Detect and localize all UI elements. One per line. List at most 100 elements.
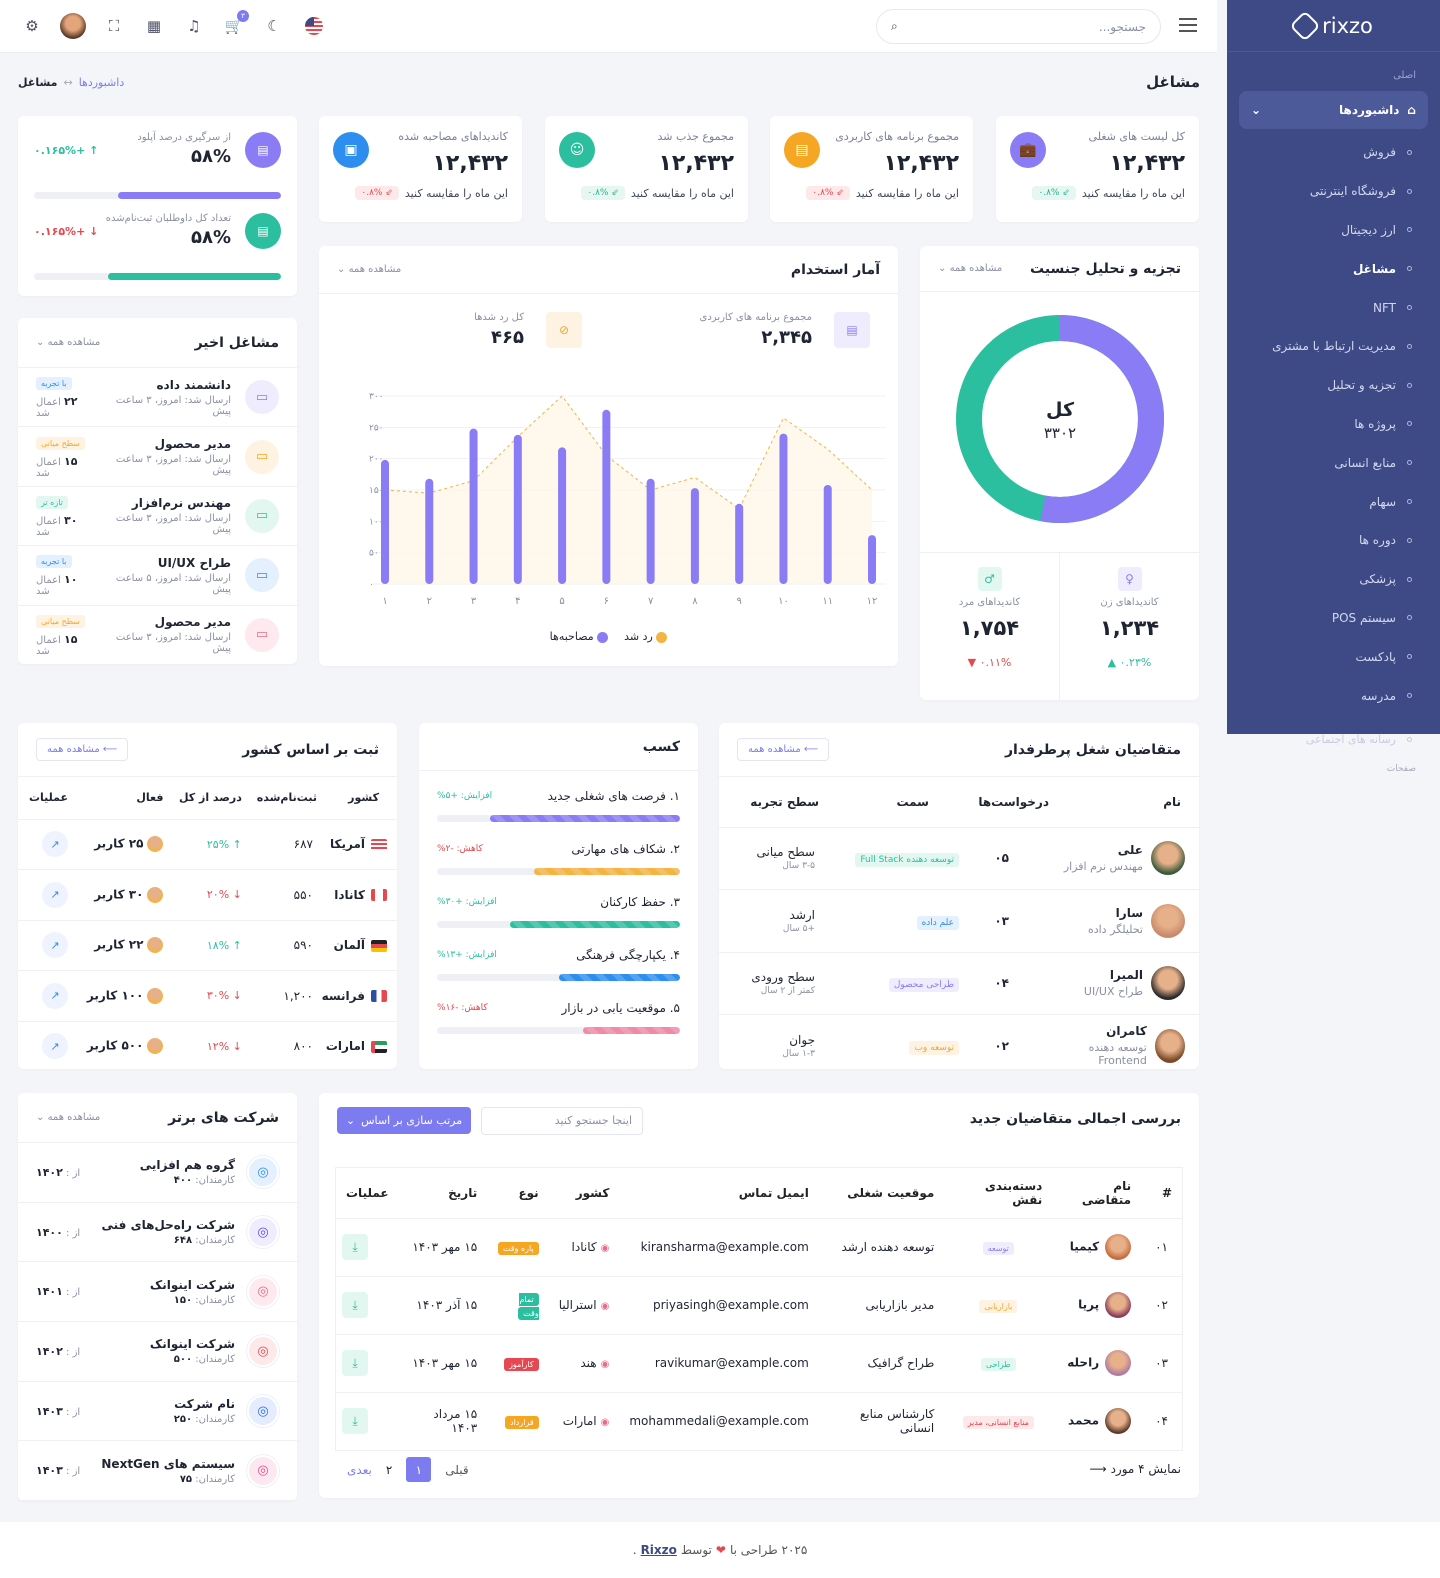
sidebar-item[interactable]: پروژه ها bbox=[1227, 405, 1440, 444]
table-row[interactable]: ۰۲ پریا بازاریابی مدیر بازاریابی priyasi… bbox=[336, 1275, 1182, 1334]
list-item[interactable]: ◎ شرکت راه‌حل‌های فنی کارمندان: ۶۴۸ از :… bbox=[18, 1203, 297, 1263]
sidebar-item[interactable]: فروش bbox=[1227, 133, 1440, 172]
cart-icon[interactable]: 🛒 ۳ bbox=[222, 10, 249, 38]
page-1-button[interactable]: ۱ bbox=[406, 1457, 432, 1482]
sidebar-item[interactable]: پزشکی bbox=[1227, 560, 1440, 599]
male-label: کاندیداهای مرد bbox=[958, 597, 1021, 608]
sidebar-item[interactable]: دوره ها bbox=[1227, 521, 1440, 560]
moon-icon[interactable]: ☾ bbox=[267, 17, 281, 35]
candidate-role: مهندس نرم افزار bbox=[1063, 860, 1143, 874]
list-item[interactable]: دانشمند داده ارسال شد: امروز، ۳ ساعت پیش… bbox=[18, 368, 297, 428]
sidebar-item[interactable]: NFT bbox=[1227, 288, 1440, 327]
list-item[interactable]: ◎ سیستم های NextGen کارمندان: ۷۵ از : ۱۴… bbox=[18, 1441, 297, 1502]
download-icon[interactable]: ⤓ bbox=[342, 1292, 368, 1318]
sidebar-item[interactable]: مدیریت ارتباط با مشتری bbox=[1227, 327, 1440, 366]
external-link-icon[interactable]: ↗ bbox=[42, 982, 68, 1009]
table-row[interactable]: ۰۱ کیمیا توسعه توسعه دهنده ارشد kiransha… bbox=[336, 1217, 1182, 1276]
download-icon[interactable]: ⤓ bbox=[342, 1350, 368, 1376]
row-number: ۰۲ bbox=[1141, 1275, 1182, 1334]
column-header: کشور bbox=[575, 1185, 610, 1200]
list-item[interactable]: مدیر محصول ارسال شد: امروز، ۳ ساعت پیش ▭… bbox=[18, 606, 297, 665]
avatar[interactable] bbox=[60, 13, 86, 39]
download-icon[interactable]: ⤓ bbox=[342, 1234, 368, 1260]
sidebar-item[interactable]: سهام bbox=[1227, 482, 1440, 521]
avatar bbox=[147, 1038, 164, 1055]
prev-page-button[interactable]: قبلی bbox=[445, 1462, 469, 1477]
sidebar-item[interactable]: پادکست bbox=[1227, 637, 1440, 676]
sort-button[interactable]: مرتب سازی بر اساس ⌄ bbox=[337, 1107, 471, 1134]
download-icon[interactable]: ⤓ bbox=[342, 1408, 368, 1435]
see-all-link[interactable]: مشاهده همه ⌄ bbox=[938, 263, 1003, 274]
employment-type-badge: کارآموز bbox=[504, 1358, 539, 1371]
external-link-icon[interactable]: ↗ bbox=[42, 932, 68, 959]
fullscreen-icon[interactable]: ⛶ bbox=[108, 17, 120, 35]
male-delta: ۰.۱۱% ▼ bbox=[967, 656, 1012, 669]
sidebar-item-dashboards[interactable]: ⌂ داشبوردها ⌄ bbox=[1239, 91, 1428, 129]
flag-us-icon[interactable] bbox=[302, 14, 326, 38]
table-row[interactable]: آمریکا ۶۸۷ ↑ ۲۵% ۲۵ کاربر ↗ bbox=[18, 819, 397, 870]
menu-toggle-icon[interactable] bbox=[1179, 18, 1197, 32]
bell-icon[interactable]: ♫ bbox=[187, 17, 201, 35]
sidebar-item[interactable]: مدرسه bbox=[1227, 676, 1440, 715]
see-all-button[interactable]: ⟵ مشاهده همه bbox=[737, 738, 830, 761]
next-page-button[interactable]: بعدی bbox=[347, 1462, 372, 1477]
x-tick-label: ۱۱ bbox=[822, 596, 833, 607]
table-row[interactable]: امارات ۸۰۰ ↓ ۱۲% ۵۰۰ کاربر ↗ bbox=[18, 1021, 397, 1069]
page-2-button[interactable]: ۲ bbox=[385, 1462, 393, 1477]
table-row[interactable]: کانادا ۵۵۰ ↓ ۲۰% ۳۰ کاربر ↗ bbox=[18, 870, 397, 920]
breadcrumb-link[interactable]: داشبوردها bbox=[78, 76, 125, 89]
contact-email[interactable]: ravikumar@example.com bbox=[619, 1333, 819, 1392]
contact-email[interactable]: mohammedali@example.com bbox=[619, 1391, 819, 1450]
external-link-icon[interactable]: ↗ bbox=[42, 1033, 68, 1060]
list-item[interactable]: ◎ نام شرکت کارمندان: ۲۵۰ از : ۱۴۰۳ bbox=[18, 1382, 297, 1442]
table-row[interactable]: ۰۴ محمد منابع انسانی، مدیر کارشناس منابع… bbox=[336, 1391, 1182, 1450]
list-item[interactable]: مهندس نرم‌افزار ارسال شد: امروز، ۳ ساعت … bbox=[18, 487, 297, 547]
stat-card: کل لیست های شغلی ۱۲,۴۳۲ این ماه را مقایس… bbox=[996, 116, 1199, 222]
search-input[interactable]: جستجو... bbox=[1098, 19, 1146, 34]
progress-bar bbox=[437, 921, 680, 928]
brand-logo[interactable]: rixzo bbox=[1227, 0, 1440, 52]
table-row[interactable]: سارا تحلیلگر داده ۰۳ علم داده ارشد +۵ سال bbox=[719, 890, 1199, 952]
breadcrumb: داشبوردها ↔ مشاغل bbox=[18, 76, 124, 89]
job-position: طراح گرافیک bbox=[818, 1333, 945, 1392]
sidebar-item[interactable]: فروشگاه اینترنتی bbox=[1227, 172, 1440, 211]
y-tick-label: ۳۰۰ bbox=[369, 392, 384, 402]
x-tick-label: ۶ bbox=[604, 596, 609, 607]
list-item[interactable]: ◎ شرکت اینوانک کارمندان: ۵۰۰ از : ۱۴۰۲ bbox=[18, 1322, 297, 1382]
sidebar-item[interactable]: ارز دیجیتال bbox=[1227, 211, 1440, 250]
flag-ae-icon bbox=[371, 1040, 387, 1053]
table-row[interactable]: علی مهندس نرم افزار ۰۵ توسعه دهنده Full S… bbox=[719, 827, 1199, 890]
see-all-button[interactable]: ⟵ مشاهده همه bbox=[36, 738, 129, 761]
delta-text: ۰.۲۳% bbox=[1119, 656, 1152, 669]
list-item[interactable]: مدیر محصول ارسال شد: امروز، ۳ ساعت پیش ▭… bbox=[18, 427, 297, 487]
table-row[interactable]: المیرا طراح UI/UX ۰۴ طراحی محصول سطح ورود… bbox=[719, 952, 1199, 1015]
apps-grid-icon[interactable]: ▦ bbox=[146, 17, 162, 35]
see-all-link[interactable]: مشاهده همه ⌄ bbox=[36, 1112, 101, 1123]
external-link-icon[interactable]: ↗ bbox=[42, 881, 68, 908]
list-item[interactable]: ◎ گروه هم افزایی کارمندان: ۴۰۰ از : ۱۴۰۲ bbox=[18, 1143, 297, 1203]
female-delta: ۰.۲۳% ▲ bbox=[1107, 656, 1152, 669]
table-search-input[interactable]: اینجا جستجو کنید bbox=[481, 1107, 643, 1135]
table-row[interactable]: فرانسه ۱,۲۰۰ ↓ ۳۰% ۱۰۰ کاربر ↗ bbox=[18, 971, 397, 1021]
table-row[interactable]: کامران توسعه دهنده Frontend ۰۲ توسعه وب ج… bbox=[719, 1015, 1199, 1070]
list-item[interactable]: طراح UI/UX ارسال شد: امروز، ۵ ساعت پیش ▭… bbox=[18, 546, 297, 606]
sidebar-item-social[interactable]: رسانه های اجتماعی bbox=[1227, 728, 1440, 750]
see-all-link[interactable]: مشاهده همه ⌄ bbox=[36, 337, 101, 348]
table-row[interactable]: آلمان ۵۹۰ ↑ ۱۸% ۲۲ کاربر ↗ bbox=[18, 920, 397, 971]
list-item[interactable]: ◎ شرکت اینوانک کارمندان: ۱۵۰ از : ۱۴۰۱ bbox=[18, 1262, 297, 1323]
table-row[interactable]: ۰۳ راحله طراحی طراح گرافیک ravikumar@exa… bbox=[336, 1333, 1182, 1392]
column-header: ثبت‌نام‌شده bbox=[256, 791, 317, 805]
contact-email[interactable]: priyasingh@example.com bbox=[619, 1275, 819, 1334]
chart-legend: رد شد مصاحبه‌ها bbox=[319, 630, 898, 643]
gear-icon[interactable]: ⚙ bbox=[25, 17, 39, 35]
contact-email[interactable]: kiransharma@example.com bbox=[619, 1217, 819, 1276]
sidebar-item[interactable]: سیستم POS bbox=[1227, 599, 1440, 638]
sidebar-item[interactable]: مشاغل bbox=[1227, 249, 1440, 288]
bullet-icon bbox=[1407, 305, 1412, 311]
sidebar-item[interactable]: منابع انسانی bbox=[1227, 443, 1440, 482]
see-all-link[interactable]: مشاهده همه ⌄ bbox=[337, 264, 402, 275]
search-box[interactable]: جستجو... ⌕ bbox=[876, 9, 1161, 44]
external-link-icon[interactable]: ↗ bbox=[42, 831, 68, 858]
sidebar-item[interactable]: تجزیه و تحلیل bbox=[1227, 366, 1440, 405]
footer-brand-link[interactable]: Rixzo bbox=[640, 1543, 677, 1557]
